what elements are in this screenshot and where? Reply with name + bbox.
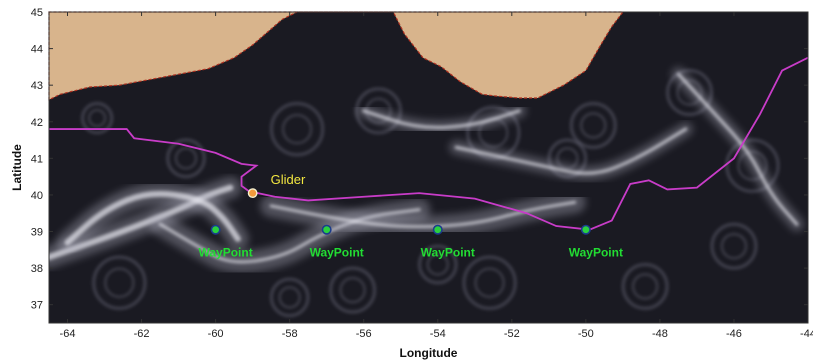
eddy [580,112,607,139]
x-tick-label: -52 [504,328,520,340]
eddy [462,255,517,310]
x-tick-label: -58 [282,328,298,340]
x-tick-label: -56 [356,328,372,340]
eddy [278,286,301,309]
x-tick-label: -50 [578,328,594,340]
glider-track [49,56,809,231]
plot-frame [48,11,809,324]
x-tick-label: -64 [60,328,76,340]
y-tick-label: 42 [31,117,43,129]
waypoint-marker [210,224,221,235]
eddy [720,233,748,260]
waypoint-1: WayPoint [198,224,253,260]
glider-label: Glider [271,172,306,187]
eddy [426,253,449,276]
x-axis-ticks: -64 -62 -60 -58 -56 -54 -52 -50 -48 -46 -44 [60,12,813,340]
y-tick-label: 41 [31,153,43,165]
eddy [710,222,758,270]
eddy [417,244,458,285]
eddy [355,87,402,135]
waypoints: WayPoint WayPoint WayPoint WayPoint [198,224,623,260]
x-tick-label: -48 [652,328,668,340]
x-tick-label: -44 [800,328,813,340]
y-tick-label: 43 [31,80,43,92]
y-tick-label: 44 [31,44,43,56]
x-tick-label: -54 [430,328,446,340]
waypoint-2: WayPoint [310,224,364,260]
waypoint-label: WayPoint [569,246,623,260]
glider: Glider [247,172,306,199]
land-mass [48,11,625,101]
y-axis-title: Latitude [10,144,24,191]
current-core [269,200,577,229]
x-tick-label: -60 [208,328,224,340]
eddy [632,273,659,300]
eddy [339,276,366,304]
current-flow-field [49,67,804,318]
waypoint-label: WayPoint [421,246,475,260]
eddy [80,101,114,135]
x-axis-title: Longitude [400,346,458,360]
current-core [64,190,241,246]
waypoint-3: WayPoint [421,224,475,260]
eddy [474,267,505,298]
y-tick-label: 37 [31,300,43,312]
eddy [281,113,313,145]
y-tick-label: 39 [31,227,43,239]
current-core [454,127,688,175]
current-core [676,72,799,226]
eddy [725,138,780,193]
waypoint-marker [432,224,443,235]
x-tick-label: -46 [726,328,742,340]
eddy [621,262,669,310]
eddy [166,138,206,179]
y-tick-label: 38 [31,263,43,275]
waypoint-marker [580,224,591,235]
glider-marker [247,188,258,199]
y-tick-label: 45 [31,7,43,19]
waypoint-4: WayPoint [569,224,623,260]
current-core [362,109,521,130]
y-axis-ticks: 37 38 39 40 41 42 43 44 45 [31,7,808,312]
eddy [92,255,147,310]
eddy [88,109,107,128]
eddy [174,147,198,170]
eddy [104,267,135,298]
eddy [269,101,325,157]
eddy [569,101,617,149]
x-tick-label: -62 [134,328,150,340]
waypoint-marker [321,224,332,235]
waypoint-label: WayPoint [198,246,252,260]
eddy [329,266,377,314]
eddy [269,277,310,318]
waypoint-label: WayPoint [310,246,364,260]
y-tick-label: 40 [31,190,43,202]
eddy [666,69,713,116]
